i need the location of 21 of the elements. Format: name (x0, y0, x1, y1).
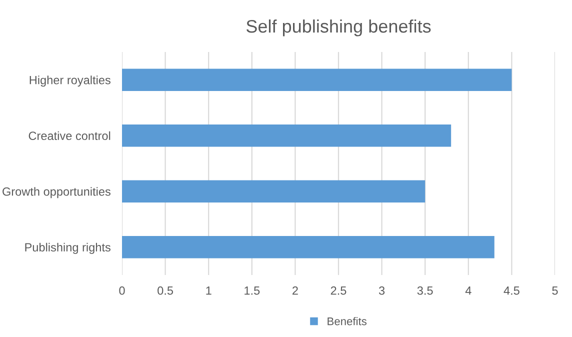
x-tick-label: 4.5 (504, 286, 520, 295)
chart-title: Self publishing benefits (246, 19, 431, 36)
x-tick-label: 3.5 (417, 286, 433, 295)
bar (122, 68, 512, 92)
x-tick-label: 1.5 (244, 286, 260, 295)
bar (122, 124, 452, 147)
y-tick-label: Publishing rights (25, 242, 110, 254)
x-tick-label: 5 (552, 286, 558, 295)
x-tick-label: 3 (378, 286, 385, 295)
legend-label: Benefits (328, 317, 367, 326)
bar (122, 236, 494, 258)
x-tick-label: 0 (119, 286, 125, 295)
x-tick-label: 1 (206, 286, 212, 295)
x-tick-label: 4 (465, 286, 472, 295)
x-tick-label: 2 (292, 286, 298, 295)
y-tick-label: Creative control (28, 131, 110, 140)
x-tick-label: 2.5 (330, 286, 346, 295)
y-tick-label: Growth opportunities (2, 187, 110, 198)
y-tick-label: Higher royalties (30, 76, 110, 87)
bar (122, 180, 426, 203)
x-tick-label: 0.5 (158, 286, 174, 295)
